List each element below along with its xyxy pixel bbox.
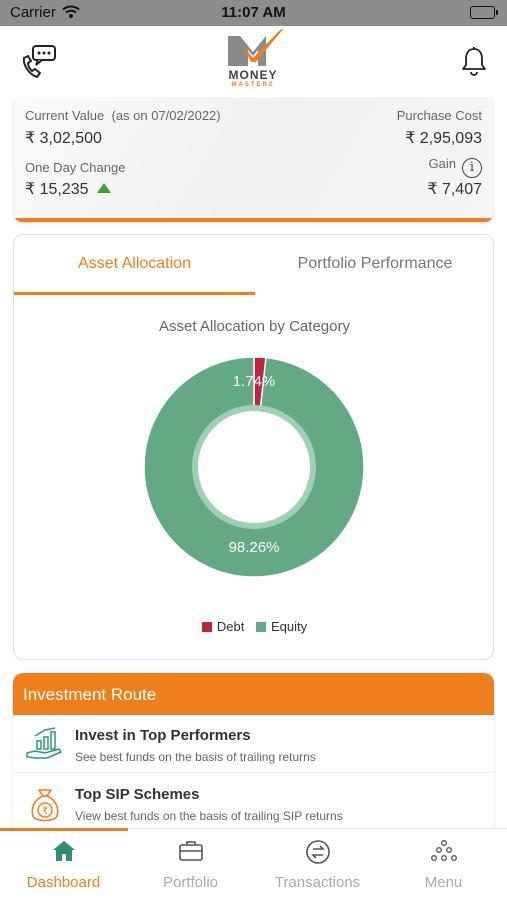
route-item-subtitle: View best funds on the basis of trailing… <box>75 809 343 823</box>
money-bag-icon: ₹ <box>25 786 65 831</box>
legend-item-equity: Equity <box>255 619 307 634</box>
bell-icon[interactable] <box>461 46 487 81</box>
tab-asset-allocation[interactable]: Asset Allocation <box>78 255 191 272</box>
current-value: ₹ 3,02,500 <box>25 130 102 147</box>
nav-portfolio[interactable]: Portfolio <box>127 829 254 900</box>
donut-inner-ring <box>192 405 316 529</box>
active-nav-indicator <box>0 828 128 831</box>
investment-route-title: Investment Route <box>13 673 494 715</box>
carrier-label: Carrier <box>10 4 56 21</box>
menu-dots-icon <box>430 839 457 868</box>
nav-menu[interactable]: Menu <box>380 829 507 900</box>
donut-label-equity: 98.26% <box>229 539 280 556</box>
nav-label: Dashboard <box>26 874 101 891</box>
donut-label-debt: 1.74% <box>233 373 276 390</box>
nav-transactions[interactable]: Transactions <box>254 829 381 900</box>
purchase-cost: ₹ 2,95,093 <box>405 130 482 147</box>
card-accent-bar <box>14 218 493 222</box>
chart-title: Asset Allocation by Category <box>159 318 350 335</box>
svg-text:₹: ₹ <box>42 806 48 817</box>
hand-growth-chart-icon <box>25 727 65 766</box>
home-icon <box>51 839 77 868</box>
one-day-change-label: One Day Change <box>25 160 126 175</box>
one-day-change: ₹ 15,235 <box>25 179 111 199</box>
route-item-top-sip[interactable]: ₹ Top SIP Schemes View best funds on the… <box>13 774 494 832</box>
route-item-top-performers[interactable]: Invest in Top Performers See best funds … <box>13 715 494 773</box>
current-value-label: Current Value (as on 07/02/2022) <box>25 108 221 123</box>
allocation-donut-chart: 1.74% 98.26% <box>144 357 364 577</box>
briefcase-icon <box>178 839 204 868</box>
bottom-navigation: Dashboard Portfolio Transactions <box>0 828 507 900</box>
up-arrow-icon <box>96 183 111 193</box>
battery-icon <box>470 6 498 19</box>
clock: 11:07 AM <box>221 4 286 21</box>
call-chat-icon[interactable] <box>20 44 58 85</box>
gain-value: ₹ 7,407 <box>427 181 482 198</box>
gain-label: Gain i <box>429 156 482 178</box>
brand-name: MONEY <box>228 68 278 82</box>
as-on-date: (as on 07/02/2022) <box>111 108 221 123</box>
money-masterz-logo: MONEY MASTERZ <box>220 26 286 94</box>
legend-item-debt: Debt <box>201 619 244 634</box>
allocation-card: Asset Allocation Portfolio Performance A… <box>13 234 494 660</box>
route-item-subtitle: See best funds on the basis of trailing … <box>75 750 316 764</box>
chart-legend: Debt Equity <box>14 619 495 634</box>
nav-label: Menu <box>424 874 463 891</box>
tab-portfolio-performance[interactable]: Portfolio Performance <box>297 255 453 272</box>
wifi-icon <box>62 5 80 22</box>
status-bar: Carrier 11:07 AM <box>0 0 507 26</box>
brand-subname: MASTERZ <box>231 82 275 88</box>
portfolio-summary-card: Current Value (as on 07/02/2022) ₹ 3,02,… <box>14 98 493 222</box>
info-icon[interactable]: i <box>462 158 482 178</box>
exchange-icon <box>305 839 331 870</box>
route-item-title: Top SIP Schemes <box>75 786 200 803</box>
active-tab-indicator <box>14 292 255 295</box>
nav-dashboard[interactable]: Dashboard <box>0 829 127 900</box>
app-header: MONEY MASTERZ <box>0 26 507 98</box>
investment-route-section: Investment Route Invest in Top Performer… <box>13 673 494 833</box>
purchase-cost-label: Purchase Cost <box>396 108 482 123</box>
nav-label: Transactions <box>274 874 361 891</box>
nav-label: Portfolio <box>162 874 219 891</box>
route-item-title: Invest in Top Performers <box>75 727 251 744</box>
